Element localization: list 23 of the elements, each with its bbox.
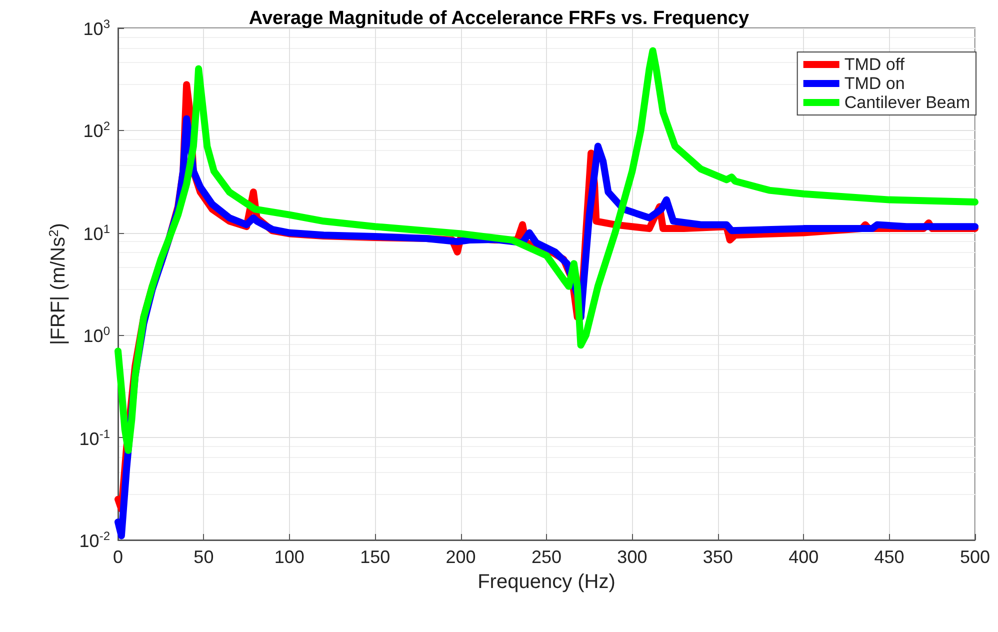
x-tick-label: 500 — [960, 547, 990, 567]
chart-title: Average Magnitude of Accelerance FRFs vs. Frequency — [248, 8, 750, 29]
legend-label: Cantilever Beam — [844, 93, 970, 112]
y-tick-label: 10$^{0}$ — [83, 324, 110, 346]
legend-label: TMD off — [844, 55, 905, 74]
y-tick-label: 10$^{-2}$ — [79, 529, 110, 551]
y-axis-title: |FRF| (m/Ns2) — [46, 222, 70, 346]
legend-label: TMD on — [844, 74, 905, 93]
x-tick-label: 300 — [617, 547, 648, 567]
y-tick-label: 10$^{-1}$ — [79, 426, 110, 449]
x-tick-label: 0 — [112, 547, 124, 567]
x-axis-title: Frequency (Hz) — [478, 571, 616, 593]
x-tick-label: 350 — [702, 547, 733, 567]
x-tick-label: 100 — [274, 547, 304, 567]
x-tick-label: 150 — [360, 547, 390, 567]
y-tick-label: 10$^{1}$ — [83, 222, 110, 244]
x-tick-label: 250 — [531, 547, 562, 567]
y-tick-label: 10$^{3}$ — [83, 17, 110, 39]
x-tick-label: 50 — [194, 547, 214, 567]
x-tick-label: 450 — [874, 547, 904, 567]
x-tick-label: 400 — [788, 547, 819, 567]
y-tick-label: 10$^{2}$ — [83, 119, 110, 142]
x-tick-label: 200 — [446, 547, 476, 567]
